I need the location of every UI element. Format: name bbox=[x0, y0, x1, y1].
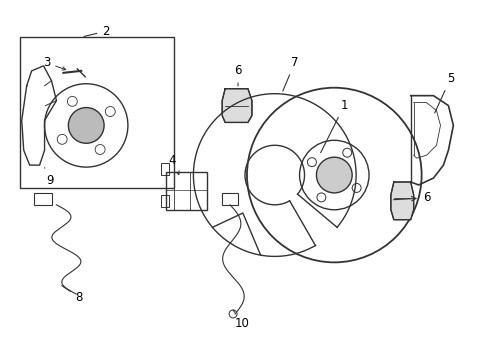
Circle shape bbox=[95, 144, 105, 154]
Bar bbox=[34, 193, 51, 205]
Circle shape bbox=[68, 108, 104, 143]
Polygon shape bbox=[222, 89, 251, 122]
Circle shape bbox=[316, 157, 351, 193]
Polygon shape bbox=[390, 182, 413, 220]
Text: 9: 9 bbox=[44, 168, 53, 186]
Text: 8: 8 bbox=[61, 286, 83, 303]
Circle shape bbox=[351, 184, 360, 192]
Bar bbox=[161, 195, 168, 207]
Bar bbox=[165, 172, 207, 210]
Text: 3: 3 bbox=[43, 57, 65, 70]
Circle shape bbox=[342, 148, 351, 157]
Bar bbox=[20, 37, 173, 188]
Circle shape bbox=[316, 193, 325, 202]
Text: 5: 5 bbox=[434, 72, 453, 113]
Circle shape bbox=[105, 107, 115, 117]
Bar bbox=[161, 163, 168, 175]
Circle shape bbox=[57, 134, 67, 144]
Text: 4: 4 bbox=[168, 154, 179, 175]
Circle shape bbox=[307, 158, 316, 167]
Text: 6: 6 bbox=[393, 192, 429, 204]
Text: 1: 1 bbox=[320, 99, 347, 153]
Bar bbox=[222, 193, 238, 205]
Text: 6: 6 bbox=[234, 64, 241, 86]
Text: 10: 10 bbox=[233, 310, 249, 330]
Text: 7: 7 bbox=[282, 57, 298, 91]
Text: 2: 2 bbox=[84, 24, 110, 38]
Circle shape bbox=[67, 96, 77, 106]
